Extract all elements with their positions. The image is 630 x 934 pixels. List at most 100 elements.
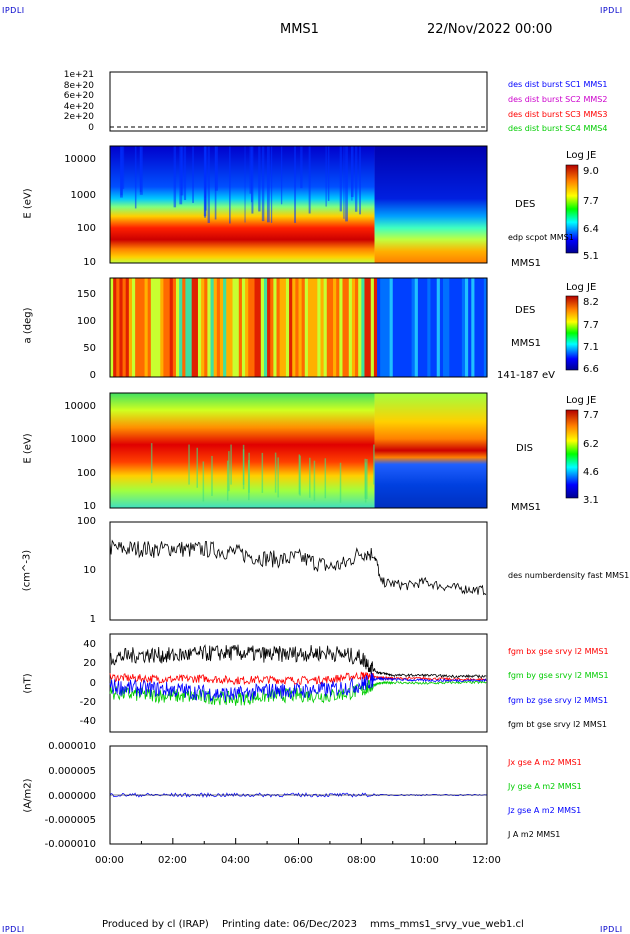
des-pitch-column [157, 278, 161, 377]
des-energy-streak [207, 146, 210, 223]
colorbar-tick-label: 6.6 [583, 364, 599, 375]
des-pitch-column [471, 278, 476, 377]
bfield-series-line [109, 671, 487, 686]
des-pitch-column [172, 278, 177, 377]
dis-energy-streak [211, 455, 213, 496]
y-tick-label: 20 [83, 658, 96, 669]
des-pitch-column [276, 278, 281, 377]
legend-sc1: des dist burst SC1 MMS1 [508, 80, 608, 89]
des-energy-streak [266, 146, 270, 223]
des-pitch-column [153, 278, 158, 377]
y-tick-label: 0 [89, 370, 96, 381]
des-pitch-column [317, 278, 322, 377]
des-pitch-column [207, 278, 212, 377]
current-legend-jx: Jx gse A m2 MMS1 [508, 758, 582, 767]
y-tick-label: 10000 [64, 154, 96, 165]
des-pitch-column [386, 278, 391, 377]
dis-energy-frame [109, 392, 488, 509]
legend-sc2: des dist burst SC2 MMS2 [508, 95, 608, 104]
y-tick-label: 100 [76, 316, 96, 327]
des-pitch-column [260, 278, 265, 377]
des-energy-streak [258, 146, 261, 212]
des-pitch-column [439, 278, 444, 377]
corner-label-top-left: IPDLI [2, 6, 25, 15]
des-pitch-column [458, 278, 463, 377]
bfield-series-line [109, 644, 487, 679]
y-tick-label: 0 [89, 678, 96, 689]
des-pitch-column [285, 278, 290, 377]
y-tick-label: 50 [83, 343, 96, 354]
legend-sc4: des dist burst SC4 MMS4 [508, 124, 608, 133]
y-tick-label: 2e+20 [63, 112, 94, 122]
des-energy-streak [339, 146, 342, 212]
des-pitch-column [443, 278, 447, 377]
des-pitch-column [191, 278, 196, 377]
des-energy-streak [345, 146, 348, 222]
des-energy-streak [325, 146, 327, 207]
des-pitch-column [311, 278, 315, 377]
footer-printing-date: Printing date: 06/Dec/2023 [222, 919, 358, 930]
panels-group [109, 71, 579, 845]
des-pitch-column [427, 278, 432, 377]
colorbar-tick-label: 7.7 [583, 196, 599, 207]
des-pitch-column [182, 278, 186, 377]
des-pitch-column [160, 278, 165, 377]
y-tick-label: 1 [89, 614, 96, 625]
des-pitch-column [421, 278, 425, 377]
des-pitch-column [389, 278, 394, 377]
des-pitch-column [395, 278, 400, 377]
des-pitch-column [399, 278, 403, 377]
des-pitch-column [468, 278, 472, 377]
des-pitch-column [465, 278, 469, 377]
des-pitch-column [320, 278, 325, 377]
des-energy-streak [270, 146, 273, 223]
des-pitch-column [436, 278, 441, 377]
des-pitch-column [377, 278, 381, 377]
y-tick-label: 1000 [70, 190, 96, 201]
des-pitch-column [166, 278, 171, 377]
x-tick-label: 02:00 [158, 855, 187, 866]
current-legend-jy: Jy gse A m2 MMS1 [508, 782, 582, 791]
dis-energy-instrument: DIS [516, 443, 533, 454]
des-energy-colorbar [565, 164, 579, 254]
y-tick-label: 10 [83, 257, 96, 268]
legend-sc3: des dist burst SC3 MMS3 [508, 110, 608, 119]
dis-energy-colorbar-title: Log JE [566, 395, 597, 406]
footer-produced-by: Produced by cl (IRAP) [102, 919, 209, 930]
colorbar-tick-label: 3.1 [583, 495, 599, 506]
des-pitch-column [474, 278, 479, 377]
des-energy-streak [183, 146, 187, 201]
des-pitch-column [144, 278, 149, 377]
colorbar-tick-label: 9.0 [583, 166, 599, 177]
des-pitch-column [169, 278, 174, 377]
burst-frame [109, 71, 488, 132]
des-pitch-ylabel: a (deg) [22, 307, 34, 344]
y-tick-label: 100 [76, 468, 96, 479]
corner-label-bottom-left: IPDLI [2, 925, 25, 934]
current-legend-jz: Jz gse A m2 MMS1 [508, 806, 582, 815]
x-tick-label: 04:00 [221, 855, 250, 866]
dis-energy-spectrogram-after [374, 393, 487, 508]
des-pitch-column [477, 278, 482, 377]
des-pitch-column [433, 278, 438, 377]
corner-label-bottom-right: IPDLI [600, 925, 623, 934]
header-date: 22/Nov/2022 00:00 [427, 22, 553, 37]
des-energy-streak [280, 146, 283, 205]
current-ylabel: (A/m2) [22, 778, 34, 813]
des-energy-streak [343, 146, 345, 219]
dis-energy-streak [188, 444, 190, 485]
dis-energy-streak [364, 458, 366, 499]
des-energy-streak [294, 146, 297, 223]
des-pitch-column [213, 278, 218, 377]
y-tick-label: 10 [83, 501, 96, 512]
des-pitch-column [351, 278, 356, 377]
density-line [109, 539, 487, 596]
des-pitch-column [380, 278, 384, 377]
des-pitch-column [270, 278, 274, 377]
des-pitch-column [245, 278, 249, 377]
des-pitch-column [141, 278, 146, 377]
colorbar-tick-label: 7.1 [583, 342, 599, 353]
y-tick-label: 100 [76, 516, 96, 527]
dis-energy-streak [196, 447, 198, 488]
des-pitch-column [373, 278, 378, 377]
